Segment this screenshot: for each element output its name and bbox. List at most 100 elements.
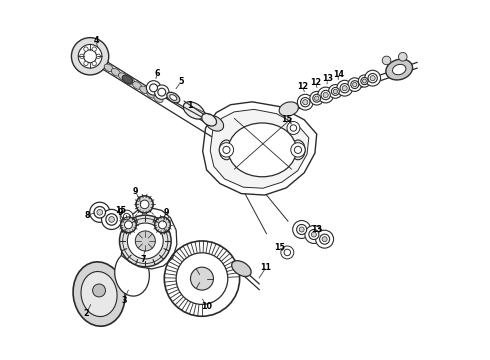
Circle shape — [310, 91, 323, 105]
Circle shape — [290, 125, 296, 131]
Ellipse shape — [125, 77, 135, 85]
Circle shape — [149, 84, 157, 92]
Ellipse shape — [115, 252, 149, 296]
Circle shape — [84, 47, 88, 51]
Ellipse shape — [111, 68, 121, 76]
Text: 13: 13 — [322, 75, 333, 84]
Circle shape — [368, 73, 377, 83]
Circle shape — [323, 93, 328, 98]
Circle shape — [124, 221, 132, 229]
Ellipse shape — [170, 95, 177, 100]
Circle shape — [319, 234, 330, 244]
Text: 9: 9 — [133, 187, 138, 196]
Circle shape — [284, 249, 291, 256]
Text: 2: 2 — [84, 309, 89, 318]
Circle shape — [78, 44, 102, 68]
Ellipse shape — [228, 123, 296, 177]
Circle shape — [84, 61, 88, 66]
Circle shape — [92, 47, 97, 51]
Circle shape — [96, 54, 100, 58]
Circle shape — [120, 215, 171, 267]
Ellipse shape — [119, 73, 127, 81]
Text: 15: 15 — [281, 114, 293, 123]
Ellipse shape — [133, 82, 142, 89]
Circle shape — [287, 122, 300, 134]
Text: 3: 3 — [121, 296, 126, 305]
Circle shape — [97, 210, 102, 215]
Circle shape — [313, 94, 320, 102]
Text: 6: 6 — [154, 69, 160, 78]
Ellipse shape — [154, 95, 163, 103]
Text: 8: 8 — [84, 211, 90, 220]
Ellipse shape — [147, 90, 156, 98]
Text: 11: 11 — [260, 264, 271, 273]
Circle shape — [297, 94, 313, 110]
Ellipse shape — [392, 64, 406, 75]
Circle shape — [321, 90, 330, 100]
Text: 1: 1 — [187, 101, 192, 110]
Circle shape — [305, 226, 323, 243]
Text: 4: 4 — [94, 36, 99, 45]
Ellipse shape — [122, 75, 133, 84]
Circle shape — [80, 54, 84, 58]
Circle shape — [296, 225, 307, 234]
Circle shape — [337, 80, 353, 96]
Circle shape — [363, 79, 367, 83]
Circle shape — [294, 146, 301, 153]
Circle shape — [351, 81, 359, 89]
Circle shape — [358, 75, 370, 87]
Ellipse shape — [104, 64, 113, 72]
Circle shape — [121, 217, 136, 233]
Circle shape — [329, 85, 342, 98]
Circle shape — [109, 217, 115, 222]
Text: 5: 5 — [178, 77, 184, 86]
Circle shape — [155, 217, 171, 233]
Circle shape — [155, 85, 169, 99]
Circle shape — [281, 246, 294, 259]
Circle shape — [72, 38, 109, 75]
Circle shape — [135, 231, 155, 251]
Text: 15: 15 — [115, 206, 126, 215]
Circle shape — [90, 202, 110, 222]
Circle shape — [159, 221, 167, 229]
Ellipse shape — [167, 92, 180, 103]
Circle shape — [309, 229, 319, 239]
Circle shape — [315, 96, 319, 100]
Circle shape — [316, 230, 334, 248]
Circle shape — [291, 143, 305, 157]
Circle shape — [398, 53, 407, 61]
Ellipse shape — [219, 140, 234, 160]
Circle shape — [348, 78, 362, 91]
Circle shape — [158, 88, 166, 96]
Text: 13: 13 — [311, 225, 322, 234]
Ellipse shape — [81, 271, 117, 316]
Circle shape — [370, 76, 375, 81]
Circle shape — [140, 200, 149, 209]
Ellipse shape — [205, 116, 223, 131]
Circle shape — [94, 207, 105, 218]
Ellipse shape — [183, 102, 204, 119]
Ellipse shape — [291, 140, 305, 160]
Ellipse shape — [73, 262, 125, 326]
Text: 9: 9 — [118, 208, 123, 217]
Text: 7: 7 — [140, 255, 146, 264]
Circle shape — [342, 86, 347, 91]
Circle shape — [333, 89, 338, 94]
Circle shape — [353, 82, 357, 87]
Circle shape — [84, 50, 97, 63]
Circle shape — [311, 232, 317, 237]
Circle shape — [93, 284, 105, 297]
Circle shape — [120, 210, 133, 223]
Text: 10: 10 — [201, 302, 212, 311]
Ellipse shape — [386, 59, 413, 80]
Circle shape — [101, 210, 122, 229]
Circle shape — [123, 213, 130, 220]
Circle shape — [293, 221, 311, 238]
Circle shape — [106, 214, 117, 225]
Circle shape — [318, 87, 334, 103]
Circle shape — [136, 196, 153, 213]
Circle shape — [340, 84, 349, 93]
Ellipse shape — [202, 113, 217, 126]
Circle shape — [382, 56, 391, 65]
Circle shape — [322, 237, 327, 242]
